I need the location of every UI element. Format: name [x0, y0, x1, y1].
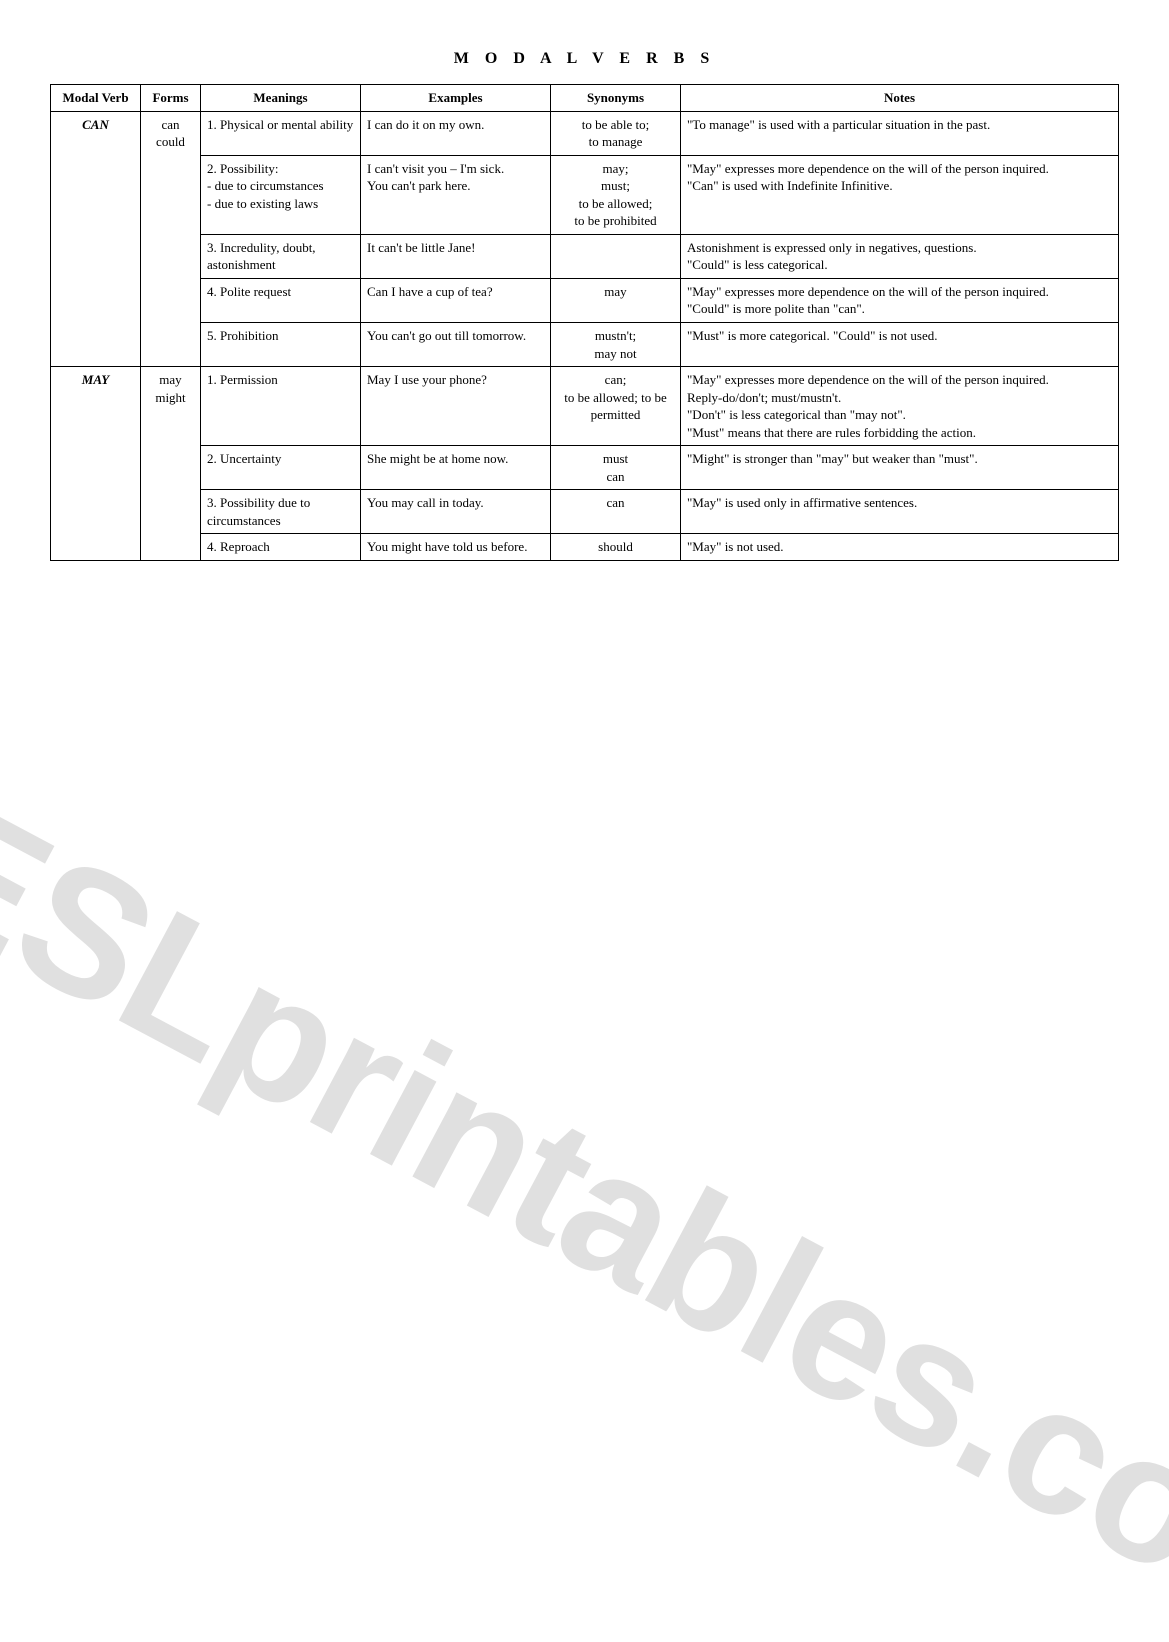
example-cell: I can do it on my own. [361, 111, 551, 155]
synonym-cell: mustn't;may not [551, 323, 681, 367]
synonym-cell: mustcan [551, 446, 681, 490]
table-header-row: Modal Verb Forms Meanings Examples Synon… [51, 85, 1119, 112]
table-row: 3. Incredulity, doubt, astonishment It c… [51, 234, 1119, 278]
synonym-cell: should [551, 534, 681, 561]
notes-cell: "May" expresses more dependence on the w… [681, 367, 1119, 446]
table-row: 5. Prohibition You can't go out till tom… [51, 323, 1119, 367]
forms-cell-may: maymight [141, 367, 201, 561]
notes-cell: "Might" is stronger than "may" but weake… [681, 446, 1119, 490]
example-cell: Can I have a cup of tea? [361, 278, 551, 322]
header-notes: Notes [681, 85, 1119, 112]
synonym-cell: can [551, 490, 681, 534]
watermark-text: ESLprintables.com [0, 758, 1169, 1642]
meaning-cell: 3. Possibility due to circumstances [201, 490, 361, 534]
meaning-cell: 4. Polite request [201, 278, 361, 322]
synonym-cell [551, 234, 681, 278]
example-cell: You may call in today. [361, 490, 551, 534]
example-cell: You can't go out till tomorrow. [361, 323, 551, 367]
notes-cell: "May" expresses more dependence on the w… [681, 278, 1119, 322]
notes-cell: "May" expresses more dependence on the w… [681, 155, 1119, 234]
modal-cell-may: MAY [51, 367, 141, 561]
header-meanings: Meanings [201, 85, 361, 112]
document-page: M O D A L V E R B S Modal Verb Forms Mea… [0, 0, 1169, 581]
synonym-cell: to be able to;to manage [551, 111, 681, 155]
table-row: 2. Possibility:- due to circumstances- d… [51, 155, 1119, 234]
table-body: CAN cancould 1. Physical or mental abili… [51, 111, 1119, 560]
example-cell: I can't visit you – I'm sick.You can't p… [361, 155, 551, 234]
notes-cell: "Must" is more categorical. "Could" is n… [681, 323, 1119, 367]
synonym-cell: may;must;to be allowed;to be prohibited [551, 155, 681, 234]
meaning-cell: 4. Reproach [201, 534, 361, 561]
modal-cell-can: CAN [51, 111, 141, 367]
meaning-cell: 2. Possibility:- due to circumstances- d… [201, 155, 361, 234]
meaning-cell: 1. Permission [201, 367, 361, 446]
header-forms: Forms [141, 85, 201, 112]
example-cell: It can't be little Jane! [361, 234, 551, 278]
header-examples: Examples [361, 85, 551, 112]
notes-cell: "To manage" is used with a particular si… [681, 111, 1119, 155]
meaning-cell: 2. Uncertainty [201, 446, 361, 490]
table-row: 4. Polite request Can I have a cup of te… [51, 278, 1119, 322]
table-row: MAY maymight 1. Permission May I use you… [51, 367, 1119, 446]
meaning-cell: 1. Physical or mental ability [201, 111, 361, 155]
table-row: 4. Reproach You might have told us befor… [51, 534, 1119, 561]
example-cell: May I use your phone? [361, 367, 551, 446]
table-row: CAN cancould 1. Physical or mental abili… [51, 111, 1119, 155]
modal-verbs-table: Modal Verb Forms Meanings Examples Synon… [50, 84, 1119, 561]
meaning-cell: 5. Prohibition [201, 323, 361, 367]
notes-cell: Astonishment is expressed only in negati… [681, 234, 1119, 278]
example-cell: You might have told us before. [361, 534, 551, 561]
notes-cell: "May" is used only in affirmative senten… [681, 490, 1119, 534]
header-synonyms: Synonyms [551, 85, 681, 112]
meaning-cell: 3. Incredulity, doubt, astonishment [201, 234, 361, 278]
table-row: 2. Uncertainty She might be at home now.… [51, 446, 1119, 490]
forms-cell-can: cancould [141, 111, 201, 367]
page-title: M O D A L V E R B S [50, 50, 1119, 68]
header-modal: Modal Verb [51, 85, 141, 112]
table-row: 3. Possibility due to circumstances You … [51, 490, 1119, 534]
synonym-cell: can;to be allowed; to be permitted [551, 367, 681, 446]
example-cell: She might be at home now. [361, 446, 551, 490]
notes-cell: "May" is not used. [681, 534, 1119, 561]
synonym-cell: may [551, 278, 681, 322]
